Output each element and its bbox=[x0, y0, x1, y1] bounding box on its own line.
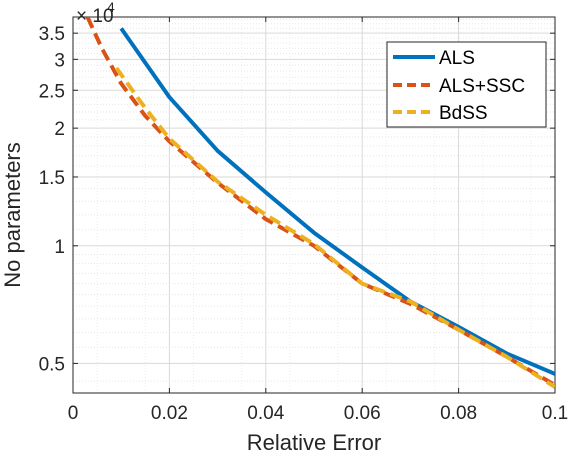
y-axis-label: No parameters bbox=[0, 142, 25, 288]
series-lines bbox=[85, 17, 555, 389]
x-tick-label: 0.06 bbox=[344, 403, 381, 424]
x-tick-label: 0.04 bbox=[247, 403, 284, 424]
series-line-bdss bbox=[114, 66, 555, 389]
y-tick-label: 0.5 bbox=[39, 354, 65, 375]
y-tick-label: 3.5 bbox=[39, 24, 65, 45]
x-tick-label: 0.02 bbox=[151, 403, 188, 424]
x-tick-label: 0.08 bbox=[440, 403, 477, 424]
y-tick-label: 1 bbox=[54, 237, 65, 258]
y-tick-label: 2.5 bbox=[39, 81, 65, 102]
y-axis-exponent: × 10 bbox=[76, 6, 114, 27]
x-tick-label: 0 bbox=[68, 403, 79, 424]
legend: ALS ALS+SSC BdSS bbox=[386, 41, 547, 128]
y-axis-exponent-power: 4 bbox=[107, 0, 115, 15]
legend-label-als: ALS bbox=[439, 48, 475, 69]
legend-label-bdss: BdSS bbox=[439, 103, 488, 124]
y-tick-label: 1.5 bbox=[39, 168, 65, 189]
y-tick-label: 2 bbox=[54, 119, 65, 140]
x-tick-label: 0.1 bbox=[542, 403, 568, 424]
plot-area bbox=[72, 16, 556, 394]
x-axis-label: Relative Error bbox=[247, 430, 381, 455]
axis-ticks: 0 0.02 0.04 0.06 0.08 0.1 0.5 1 1.5 2 2.5 3 3.5 bbox=[39, 17, 568, 424]
series-line-als bbox=[119, 27, 555, 376]
y-tick-label: 3 bbox=[54, 50, 65, 71]
legend-label-als-ssc: ALS+SSC bbox=[439, 76, 525, 97]
